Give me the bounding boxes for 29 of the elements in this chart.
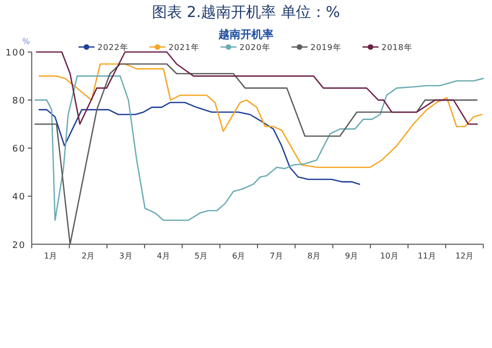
x-tick-label: 10月	[380, 251, 398, 260]
line-series	[38, 63, 482, 168]
x-tick-label: 4月	[156, 251, 170, 260]
chart-subtitle: 越南开机率	[218, 28, 274, 41]
x-tick-label: 11月	[418, 251, 436, 260]
line-series	[38, 102, 360, 185]
x-tick-label: 12月	[455, 251, 474, 260]
y-tick-label: 60	[12, 144, 26, 155]
y-tick-label: 80	[12, 96, 26, 107]
x-tick-label: 5月	[194, 251, 208, 260]
y-tick-label: 100	[6, 48, 26, 58]
legend-label: 2020年	[240, 43, 270, 52]
x-tick-label: 3月	[119, 251, 132, 260]
x-tick-label: 9月	[345, 251, 358, 260]
legend-label: 2019年	[310, 43, 342, 52]
legend-label: 2021年	[168, 43, 200, 52]
x-tick-label: 1月	[44, 251, 58, 260]
x-tick-label: 6月	[232, 251, 246, 260]
x-tick-label: 2月	[82, 251, 95, 260]
chart-title: 图表 2.越南开机率 单位：%	[152, 3, 340, 21]
line-series	[36, 51, 478, 125]
y-tick-label: 40	[12, 192, 26, 203]
y-axis-title: %	[22, 37, 30, 46]
line-series	[34, 75, 484, 221]
legend-label: 2022年	[98, 43, 128, 52]
x-tick-label: 7月	[270, 251, 283, 260]
legend-label: 2018年	[382, 43, 412, 52]
y-tick-label: 20	[12, 240, 26, 251]
x-tick-label: 8月	[307, 251, 320, 260]
